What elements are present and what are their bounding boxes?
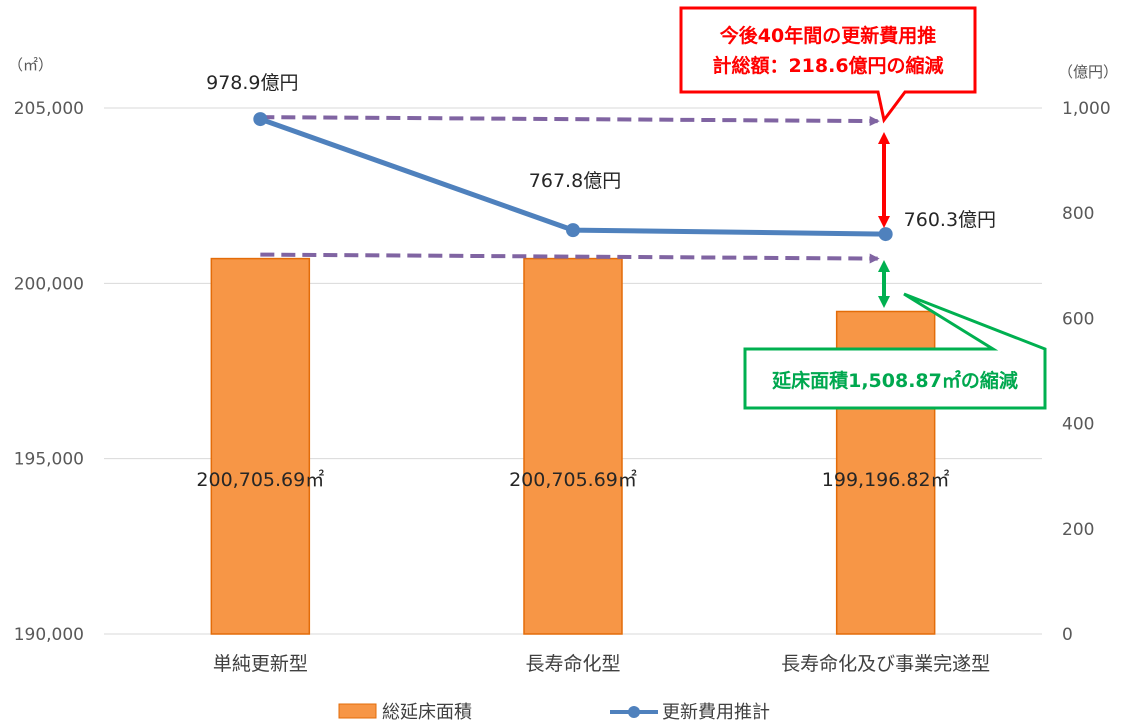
cost-marker [253, 112, 268, 127]
line-series [253, 112, 893, 242]
category-labels: 単純更新型 長寿命化型 長寿命化及び事業完遂型 [213, 653, 990, 675]
red-callout: 今後40年間の更新費用推 計総額：218.6億円の縮減 [679, 6, 977, 228]
right-tick-label: 600 [1062, 309, 1094, 329]
right-tick-label: 1,000 [1062, 99, 1111, 119]
bar-series [210, 257, 936, 635]
cost-marker [566, 223, 580, 238]
bar-data-label: 199,196.82㎡ [822, 468, 950, 491]
green-callout-text: 延床面積1,508.87㎡の縮減 [771, 369, 1018, 392]
legend-label-floor-area: 総延床面積 [382, 702, 472, 722]
comparison-arrows [260, 115, 880, 264]
data-labels: 200,705.69㎡ 200,705.69㎡ 199,196.82㎡ 978.9億円… [196, 72, 996, 491]
category-label: 長寿命化型 [525, 653, 620, 675]
left-tick-label: 190,000 [14, 625, 84, 645]
green-callout: 延床面積1,508.87㎡の縮減 [743, 260, 1047, 410]
green-callout-box [743, 292, 1047, 410]
right-tick-label: 0 [1062, 625, 1073, 645]
left-tick-label: 200,000 [14, 274, 84, 294]
left-tick-label: 195,000 [14, 450, 84, 470]
dashed-arrow-area [260, 252, 880, 264]
cost-data-label: 760.3億円 [904, 209, 996, 231]
legend-swatch-cost-marker [628, 706, 640, 718]
right-tick-label: 200 [1062, 520, 1094, 540]
cost-data-label: 767.8億円 [529, 170, 621, 192]
red-callout-box [679, 6, 977, 124]
legend-label-cost: 更新費用推計 [662, 702, 770, 722]
right-axis-unit: （億円） [1058, 63, 1118, 81]
left-axis: （㎡） 190,000 195,000 200,000 205,000 [8, 56, 84, 645]
left-axis-unit: （㎡） [8, 56, 53, 74]
right-tick-label: 400 [1062, 415, 1094, 435]
bar-data-label: 200,705.69㎡ [509, 468, 637, 491]
left-tick-label: 205,000 [14, 99, 84, 119]
red-callout-line-1: 今後40年間の更新費用推 [719, 24, 936, 47]
right-tick-label: 800 [1062, 204, 1094, 224]
legend-swatch-floor-area [338, 703, 377, 719]
dashed-arrow-cost [260, 115, 880, 127]
cost-data-label: 978.9億円 [206, 72, 298, 94]
category-label: 長寿命化及び事業完遂型 [781, 653, 990, 675]
bar [523, 257, 623, 635]
cost-marker [878, 227, 893, 242]
bar [210, 257, 311, 635]
legend: 総延床面積 更新費用推計 [338, 702, 770, 722]
right-axis: （億円） 0 200 400 600 800 1,000 [1058, 63, 1118, 645]
category-label: 単純更新型 [213, 653, 308, 675]
red-callout-line-2: 計総額：218.6億円の縮減 [712, 54, 943, 77]
bar-data-label: 200,705.69㎡ [196, 468, 324, 491]
